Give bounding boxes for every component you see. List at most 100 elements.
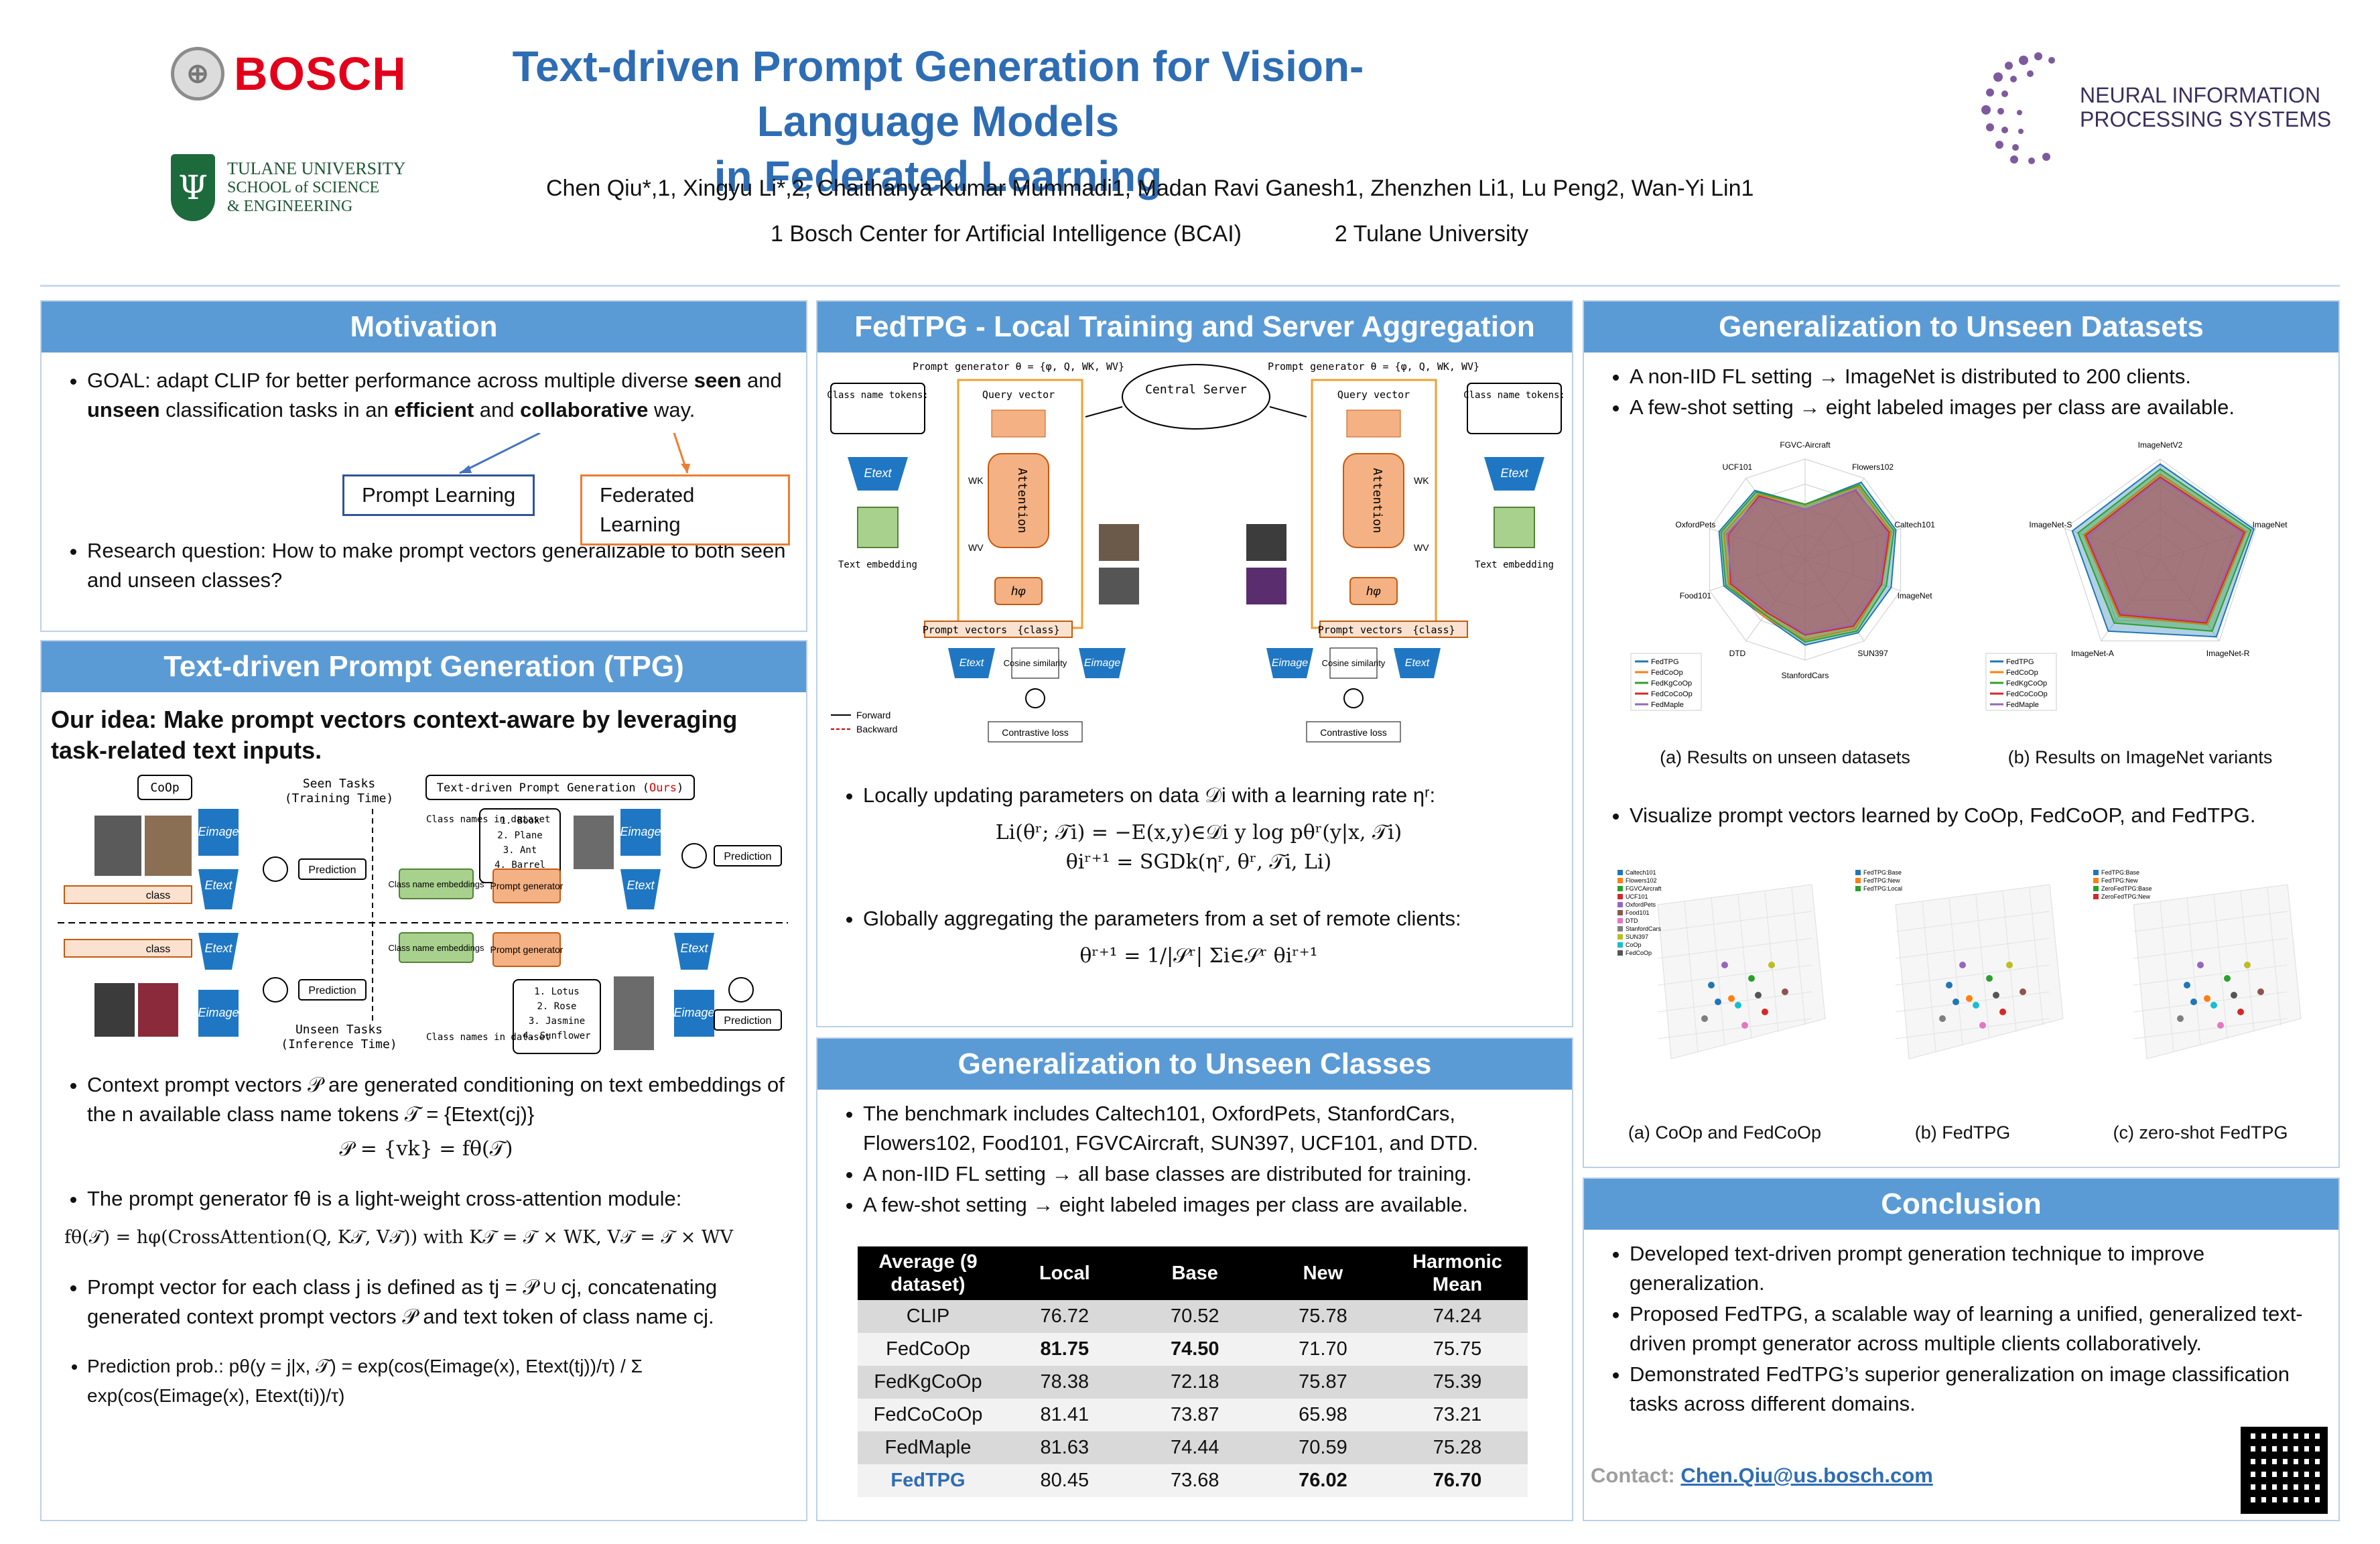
poster-title: Text-driven Prompt Generation for Vision… xyxy=(469,39,1407,204)
scatter2-caption: (b) FedTPG xyxy=(1914,1122,2011,1143)
radar-grid xyxy=(2112,509,2208,601)
affiliations: 1 Bosch Center for Artificial Intelligen… xyxy=(771,221,1776,247)
legend-item: CoOp xyxy=(1626,942,1642,948)
legend-item: ZeroFedTPG:New xyxy=(2101,893,2151,900)
legend-item: ZeroFedTPG:Base xyxy=(2101,885,2152,892)
bosch-wordmark: BOSCH xyxy=(234,48,407,100)
radar1-caption: (a) Results on unseen datasets xyxy=(1660,747,1910,767)
legend-item: FedTPG xyxy=(2006,658,2034,666)
scatter-point xyxy=(1708,982,1715,988)
legend-item: FGVCAircraft xyxy=(1626,885,1662,892)
radar-legend: FedTPG FedCoOp FedKgCoOp FedCoCoOp FedMaple xyxy=(1985,653,2057,711)
scatter-point xyxy=(1979,1022,1986,1029)
author-list: Chen Qiu*,1, Xingyu Li*,2, Chaithanya Ku… xyxy=(546,176,1754,201)
bosch-ring-icon: ⊕ xyxy=(171,47,224,101)
svg-text:{class}: {class} xyxy=(1412,624,1455,636)
scatter-point xyxy=(2210,1002,2217,1009)
legend-item: FedMaple xyxy=(1651,701,1684,709)
scatter-point xyxy=(2257,988,2264,995)
legend-item: FedTPG:Local xyxy=(1863,885,1902,892)
legend-item: FedTPG xyxy=(1651,658,1679,666)
tpg-diagram: CoOp Seen Tasks (Training Time) Text-dri… xyxy=(58,775,788,1054)
scatter-point xyxy=(2244,962,2251,968)
svg-text:Eimage: Eimage xyxy=(1084,657,1120,669)
pg-left-label: Prompt generator θ = {φ, Q, WK, WV} xyxy=(913,361,1124,373)
scatter-legend: Caltech101Flowers102FGVCAircraftUCF101Ox… xyxy=(1617,869,1662,956)
contact-email-link[interactable]: Chen.Qiu@us.bosch.com xyxy=(1680,1464,1933,1487)
svg-text:3. Ant: 3. Ant xyxy=(503,845,537,856)
svg-text:Eimage: Eimage xyxy=(620,825,661,838)
radar-axis-label: FGVC-Aircraft xyxy=(1780,440,1831,450)
svg-text:Prediction: Prediction xyxy=(724,1015,771,1027)
class-token-top-left: class xyxy=(146,890,170,901)
scatter3-caption: (c) zero-shot FedTPG xyxy=(2113,1122,2288,1143)
legend-item: FedCoCoOp xyxy=(2006,690,2048,698)
fedtpg-header: FedTPG - Local Training and Server Aggre… xyxy=(817,302,1572,352)
legend-item: FedCoOp xyxy=(1626,950,1652,956)
svg-text:Etext: Etext xyxy=(864,466,892,480)
fewshot-imagenet-bullet: A few-shot setting → eight labeled image… xyxy=(1630,393,2322,422)
radar-series-FedCoOp xyxy=(2082,473,2247,626)
fedtpg-eq-sgd: θiʳ⁺¹ = SGDk(ηʳ, θʳ, 𝒯i, Li) xyxy=(1065,850,1332,874)
tpg-bullet-context: Context prompt vectors 𝒫 are generated c… xyxy=(87,1070,795,1129)
scatter-point xyxy=(1755,992,1762,999)
radar-series-FedKgCoOp xyxy=(1720,484,1895,643)
legend-item: OxfordPets xyxy=(1626,901,1656,908)
radar-axis-label: StanfordCars xyxy=(1782,671,1829,680)
forward-legend: Forward xyxy=(856,710,890,720)
coop-label: CoOp xyxy=(150,781,179,795)
prompt-generator-top: Prompt generator xyxy=(490,881,564,891)
radar-axis xyxy=(2064,528,2161,560)
radar-axis-label: DTD xyxy=(1729,649,1746,658)
radar-axis-label: Food101 xyxy=(1680,591,1712,600)
radar-grid xyxy=(2064,458,2257,641)
qr-code-icon[interactable] xyxy=(2241,1427,2328,1514)
svg-text:Prompt generator: Prompt generator xyxy=(490,944,564,955)
table-row: FedTPG 80.45 73.68 76.02 76.70 xyxy=(858,1464,1528,1497)
fewshot-bullet: A few-shot setting → eight labeled image… xyxy=(863,1190,1556,1220)
svg-text:Etext: Etext xyxy=(626,879,655,892)
class-names-top: Class names in dataset xyxy=(426,814,550,825)
legend-item: Food101 xyxy=(1626,909,1650,916)
svg-text:hφ: hφ xyxy=(1366,584,1381,598)
radar-axis-label: Caltech101 xyxy=(1894,520,1935,529)
radar-axis-label: OxfordPets xyxy=(1675,520,1715,529)
radar-axis-label: ImageNet-S xyxy=(2029,520,2072,529)
svg-text:Text embedding: Text embedding xyxy=(838,560,917,570)
scatter-point xyxy=(2224,975,2231,982)
legend-item: FedTPG:Base xyxy=(2101,869,2139,876)
pg-right-label: Prompt generator θ = {φ, Q, WK, WV} xyxy=(1268,361,1479,373)
svg-text:WV: WV xyxy=(968,542,984,553)
tpg-bullet-prediction: Prediction prob.: pθ(y = j|x, 𝒯) = exp(c… xyxy=(87,1352,795,1411)
radar-series-FedCoCoOp xyxy=(2085,476,2245,624)
fedtpg-diagram: Central Server Prompt generator θ = {φ, … xyxy=(827,361,1565,743)
tpg-section: Text-driven Prompt Generation (TPG) Our … xyxy=(40,640,807,1521)
results-table: Average (9 dataset) Local Base New Harmo… xyxy=(858,1246,1528,1497)
scatter-point xyxy=(1966,995,1973,1002)
scatter-point xyxy=(1782,988,1788,995)
motivation-section: Motivation GOAL: adapt CLIP for better p… xyxy=(40,300,807,632)
svg-text:Contrastive loss: Contrastive loss xyxy=(1320,727,1387,738)
visualize-bullet: Visualize prompt vectors learned by CoOp… xyxy=(1630,801,2330,830)
tpg-eq-crossattention: fθ(𝒯) = hφ(CrossAttention(Q, K𝒯, V𝒯)) wi… xyxy=(64,1227,734,1248)
col-average: Average (9 dataset) xyxy=(858,1246,998,1300)
col-local: Local xyxy=(998,1246,1131,1300)
svg-text:Class name embeddings: Class name embeddings xyxy=(388,943,484,953)
table-row: CLIP 76.72 70.52 75.78 74.24 xyxy=(858,1300,1528,1333)
legend-item: StanfordCars xyxy=(1626,925,1662,932)
radar-axis xyxy=(1709,528,1806,560)
tpg-idea: Our idea: Make prompt vectors context-aw… xyxy=(51,706,738,764)
svg-text:Prompt vectors: Prompt vectors xyxy=(923,624,1007,636)
tulane-logo: Ψ TULANE UNIVERSITY SCHOOL of SCIENCE & … xyxy=(171,154,405,221)
svg-text:4. Barrel: 4. Barrel xyxy=(494,860,545,871)
scatter-point xyxy=(1959,962,1966,968)
scatter-point xyxy=(1768,962,1775,968)
legend-item: Flowers102 xyxy=(1626,877,1657,884)
scatter-point xyxy=(1721,962,1728,968)
svg-text:2. Plane: 2. Plane xyxy=(497,830,542,841)
unseen-time-label: (Inference Time) xyxy=(281,1037,397,1051)
fedtpg-eq-loss: Li(θʳ; 𝒯i) = −E(x,y)∈𝒟i y log pθʳ(y|x, 𝒯… xyxy=(995,821,1402,844)
radar-axis-label: ImageNetV2 xyxy=(2138,440,2183,450)
